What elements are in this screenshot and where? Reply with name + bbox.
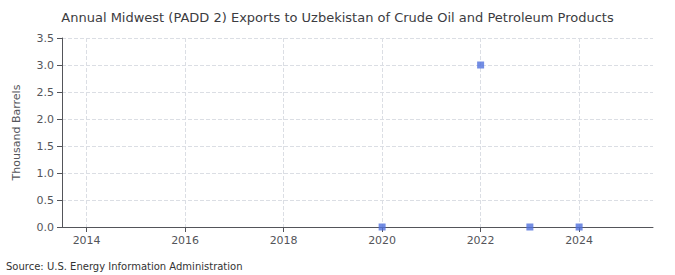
- svg-text:Annual Midwest (PADD 2) Export: Annual Midwest (PADD 2) Exports to Uzbek…: [61, 10, 614, 25]
- svg-text:0.0: 0.0: [37, 221, 55, 234]
- svg-text:0.5: 0.5: [37, 194, 55, 207]
- svg-text:3.0: 3.0: [37, 59, 55, 72]
- svg-text:Thousand Barrels: Thousand Barrels: [10, 84, 23, 181]
- svg-text:2024: 2024: [565, 234, 593, 247]
- svg-text:2016: 2016: [171, 234, 199, 247]
- svg-text:2020: 2020: [368, 234, 396, 247]
- svg-text:Source: U.S. Energy Informatio: Source: U.S. Energy Information Administ…: [6, 261, 243, 272]
- svg-text:2018: 2018: [270, 234, 298, 247]
- svg-text:2.5: 2.5: [37, 86, 55, 99]
- svg-text:2014: 2014: [73, 234, 101, 247]
- svg-text:1.0: 1.0: [37, 167, 55, 180]
- svg-text:1.5: 1.5: [37, 140, 55, 153]
- svg-text:2022: 2022: [467, 234, 495, 247]
- svg-text:2.0: 2.0: [37, 113, 55, 126]
- svg-text:3.5: 3.5: [37, 32, 55, 45]
